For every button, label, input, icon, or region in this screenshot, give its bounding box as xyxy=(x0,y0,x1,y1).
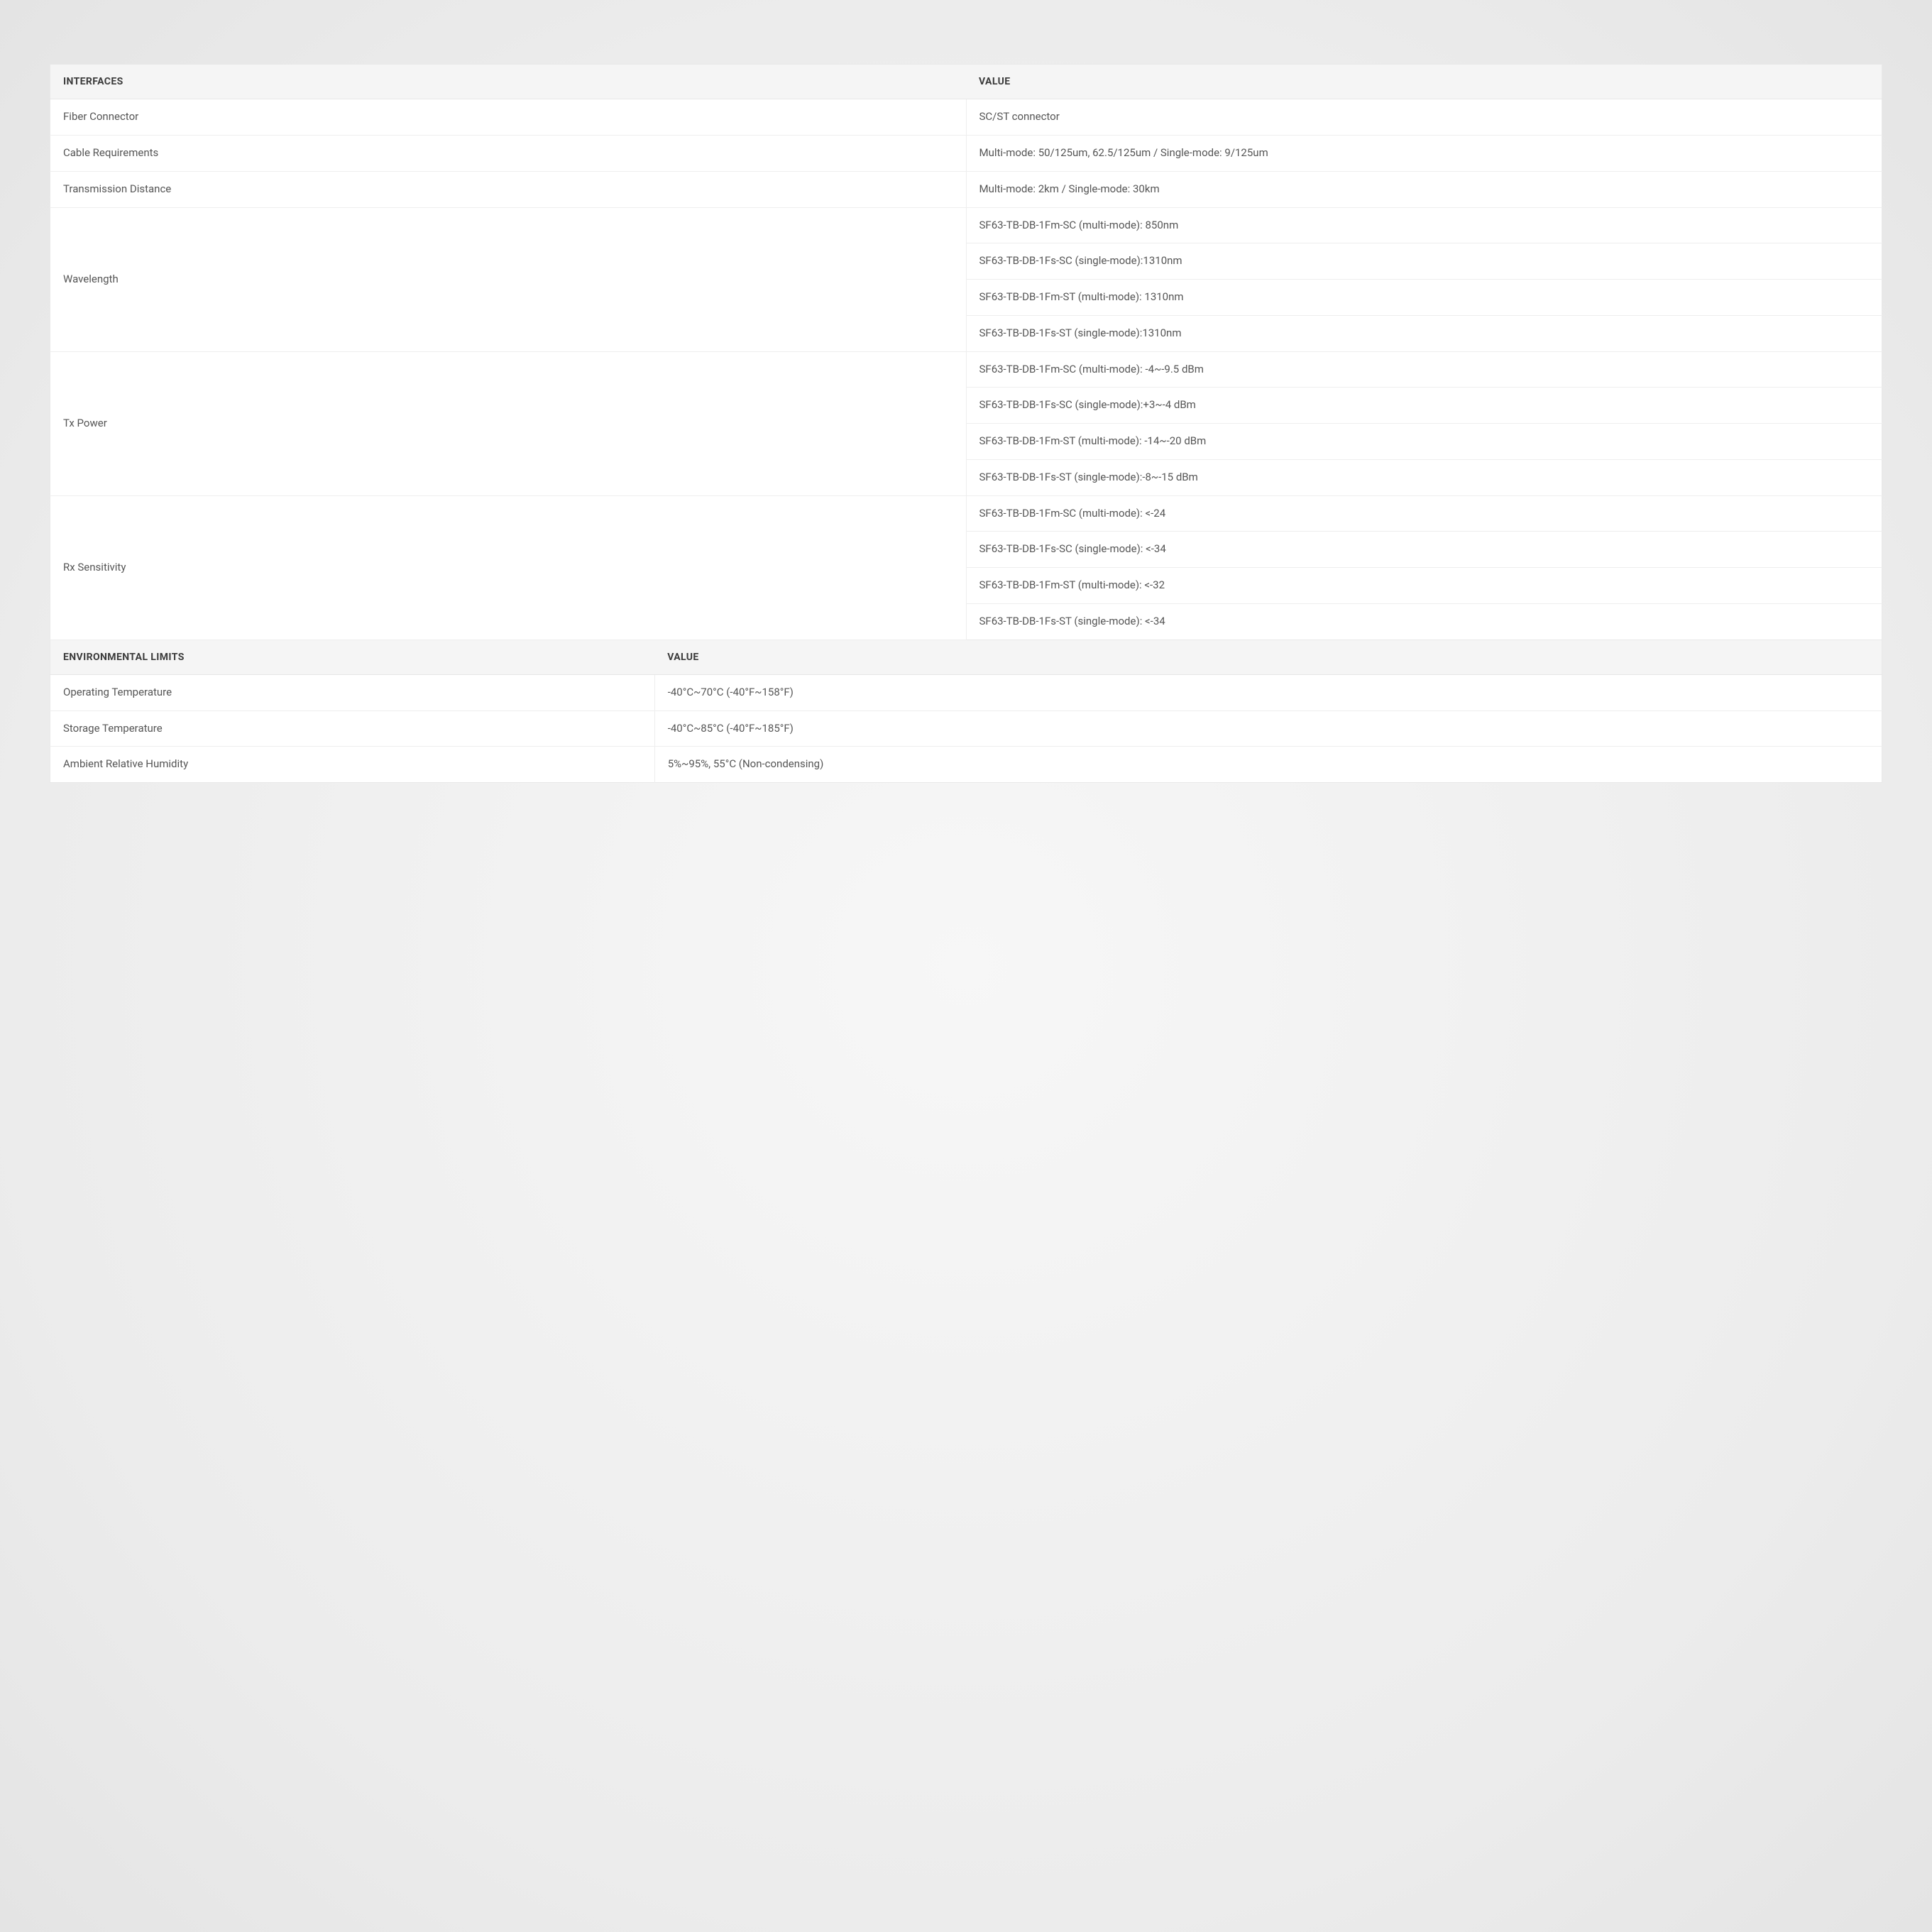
interfaces-tbody: Fiber ConnectorSC/ST connectorCable Requ… xyxy=(50,99,1882,640)
spec-label: Cable Requirements xyxy=(50,136,967,172)
table-row: Cable RequirementsMulti-mode: 50/125um, … xyxy=(50,136,1882,172)
spec-value: SF63-TB-DB-1Fs-ST (single-mode):1310nm xyxy=(966,315,1882,351)
spec-label: Rx Sensitivity xyxy=(50,495,967,640)
table-header-row: INTERFACES VALUE xyxy=(50,65,1882,99)
spec-label: Operating Temperature xyxy=(50,674,655,710)
spec-label: Wavelength xyxy=(50,207,967,351)
table-row: Tx PowerSF63-TB-DB-1Fm-SC (multi-mode): … xyxy=(50,351,1882,388)
table-row: Ambient Relative Humidity5%~95%, 55°C (N… xyxy=(50,747,1882,783)
table-row: Operating Temperature-40°C~70°C (-40°F~1… xyxy=(50,674,1882,710)
env-header-value: VALUE xyxy=(654,640,1882,675)
spec-value: SF63-TB-DB-1Fm-ST (multi-mode): 1310nm xyxy=(966,280,1882,316)
table-row: WavelengthSF63-TB-DB-1Fm-SC (multi-mode)… xyxy=(50,207,1882,243)
spec-value: SF63-TB-DB-1Fs-ST (single-mode):-8~-15 d… xyxy=(966,459,1882,495)
spec-value: SF63-TB-DB-1Fm-SC (multi-mode): -4~-9.5 … xyxy=(966,351,1882,388)
spec-value: SF63-TB-DB-1Fm-ST (multi-mode): <-32 xyxy=(966,568,1882,604)
table-row: Storage Temperature-40°C~85°C (-40°F~185… xyxy=(50,710,1882,747)
spec-label: Transmission Distance xyxy=(50,171,967,207)
spec-label: Tx Power xyxy=(50,351,967,495)
spec-label: Fiber Connector xyxy=(50,99,967,136)
spec-tables-container: INTERFACES VALUE Fiber ConnectorSC/ST co… xyxy=(50,64,1882,783)
spec-value: SF63-TB-DB-1Fs-SC (single-mode):+3~-4 dB… xyxy=(966,388,1882,424)
table-row: Rx SensitivitySF63-TB-DB-1Fm-SC (multi-m… xyxy=(50,495,1882,532)
spec-value: -40°C~70°C (-40°F~158°F) xyxy=(654,674,1882,710)
spec-value: SF63-TB-DB-1Fm-ST (multi-mode): -14~-20 … xyxy=(966,424,1882,460)
interfaces-header-value: VALUE xyxy=(966,65,1882,99)
spec-value: 5%~95%, 55°C (Non-condensing) xyxy=(654,747,1882,783)
table-row: Transmission DistanceMulti-mode: 2km / S… xyxy=(50,171,1882,207)
table-row: Fiber ConnectorSC/ST connector xyxy=(50,99,1882,136)
spec-value: Multi-mode: 2km / Single-mode: 30km xyxy=(966,171,1882,207)
env-tbody: Operating Temperature-40°C~70°C (-40°F~1… xyxy=(50,674,1882,782)
spec-value: SF63-TB-DB-1Fs-SC (single-mode):1310nm xyxy=(966,243,1882,280)
spec-value: SF63-TB-DB-1Fm-SC (multi-mode): <-24 xyxy=(966,495,1882,532)
spec-label: Ambient Relative Humidity xyxy=(50,747,655,783)
spec-value: SF63-TB-DB-1Fm-SC (multi-mode): 850nm xyxy=(966,207,1882,243)
spec-value: Multi-mode: 50/125um, 62.5/125um / Singl… xyxy=(966,136,1882,172)
env-header-label: ENVIRONMENTAL LIMITS xyxy=(50,640,655,675)
spec-label: Storage Temperature xyxy=(50,710,655,747)
spec-value: SF63-TB-DB-1Fs-ST (single-mode): <-34 xyxy=(966,603,1882,640)
interfaces-table: INTERFACES VALUE Fiber ConnectorSC/ST co… xyxy=(50,64,1882,640)
spec-value: SF63-TB-DB-1Fs-SC (single-mode): <-34 xyxy=(966,532,1882,568)
interfaces-header-label: INTERFACES xyxy=(50,65,967,99)
table-header-row: ENVIRONMENTAL LIMITS VALUE xyxy=(50,640,1882,675)
env-table: ENVIRONMENTAL LIMITS VALUE Operating Tem… xyxy=(50,640,1882,784)
spec-value: SC/ST connector xyxy=(966,99,1882,136)
spec-value: -40°C~85°C (-40°F~185°F) xyxy=(654,710,1882,747)
